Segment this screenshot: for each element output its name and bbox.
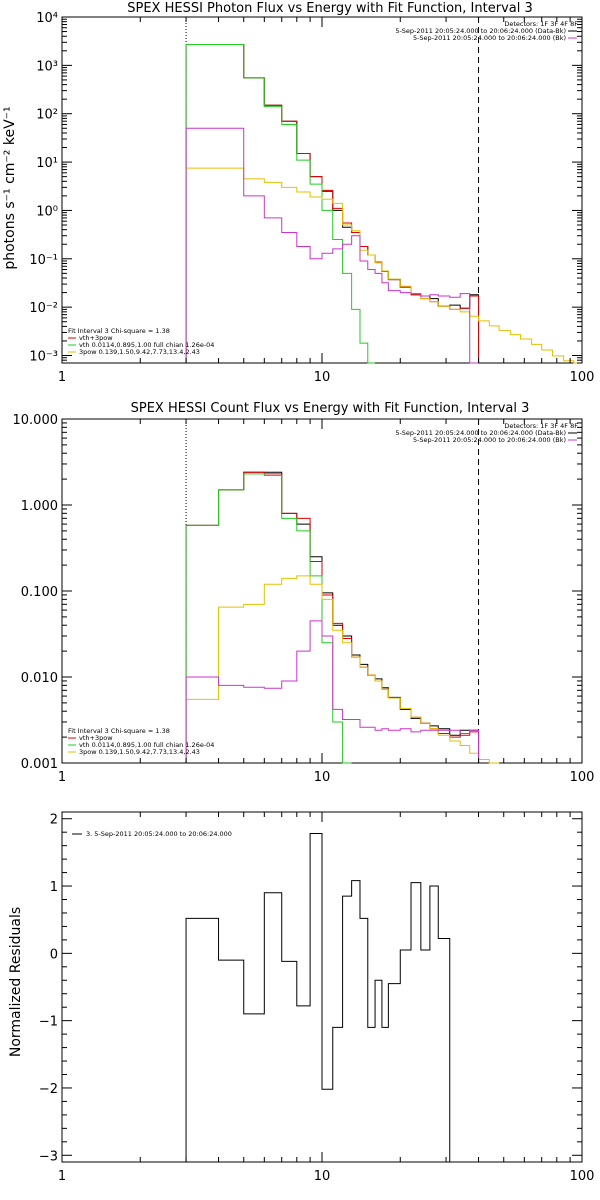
- count-ytick-label: 0.100: [21, 585, 58, 600]
- count-ytick-label: 1.000: [21, 499, 58, 514]
- residuals-legend-group: 3. 5-Sep-2011 20:05:24.000 to 20:06:24.0…: [72, 830, 232, 838]
- photon-ylabel: photons s⁻¹ cm⁻² keV⁻¹: [2, 106, 18, 269]
- count-legend-bottomleft-item: 3pow 0.139,1.50,9.42,7.73,13.4,2.43: [79, 748, 200, 756]
- residuals-series-group: [185, 833, 451, 1162]
- photon-legend-bottomleft-item: Fit Interval 3 Chi-square = 1.38: [68, 327, 170, 335]
- photon-series-vth: [185, 44, 376, 364]
- photon-legend-bottomleft-item: vth 0.0114,0.895,1.00 full chian 1.26e-0…: [79, 341, 214, 349]
- residuals-series-residuals: [185, 833, 451, 1162]
- count-xtick-label: 10: [314, 770, 331, 785]
- residuals-ytick-label: −2: [39, 1082, 58, 1097]
- residuals-ylabel: Normalized Residuals: [8, 907, 24, 1057]
- photon-axes-group: 1 10 100 10⁻³ 10⁻² 10⁻¹ 10⁰ 10¹ 10² 10³ 10⁴: [29, 11, 594, 385]
- photon-legend-bottomleft-item: 3pow 0.139,1.50,9.42,7.73,13.4,2.43: [79, 348, 200, 356]
- photon-series-group: [185, 17, 582, 364]
- count-title: SPEX HESSI Count Flux vs Energy with Fit…: [131, 401, 530, 416]
- photon-series-bk: [185, 127, 479, 364]
- count-axes-group: 1 10 100 0.001 0.010 0.100 1.000 10.000: [13, 413, 595, 785]
- photon-legend-topright-item: 5-Sep-2011 20:05:24.000 to 20:06:24.000 …: [413, 34, 566, 42]
- count-legend-topright-item: 5-Sep-2011 20:05:24.000 to 20:06:24.000 …: [395, 429, 566, 437]
- count-ytick-label: 0.010: [21, 671, 58, 686]
- residuals-ytick-label: 1: [50, 880, 58, 895]
- count-legend-bottomleft-item: vth+3pow: [79, 734, 113, 742]
- residuals-xtick-label: 100: [570, 1169, 595, 1184]
- residuals-legend-topleft-item: 3. 5-Sep-2011 20:05:24.000 to 20:06:24.0…: [86, 830, 232, 838]
- count-ytick-label: 10.000: [13, 413, 59, 428]
- photon-legend-topright-item: 5-Sep-2011 20:05:24.000 to 20:06:24.000 …: [395, 27, 566, 35]
- photon-ytick-label: 10⁻¹: [29, 253, 58, 268]
- photon-title: SPEX HESSI Photon Flux vs Energy with Fi…: [127, 1, 533, 16]
- photon-ytick-label: 10¹: [36, 156, 58, 171]
- count-legend-topright-item: 5-Sep-2011 20:05:24.000 to 20:06:24.000 …: [413, 436, 566, 444]
- count-xtick-label: 100: [570, 770, 595, 785]
- photon-ytick-label: 10³: [36, 59, 58, 74]
- count-legend-bottomleft-item: vth 0.0114,0.895,1.00 full chian 1.26e-0…: [79, 741, 214, 749]
- photon-xtick-label: 100: [570, 370, 595, 385]
- count-ytick-label: 0.001: [21, 757, 58, 772]
- residuals-ytick-label: 2: [50, 813, 58, 828]
- photon-legend-group: Detectors: 1F 3F 4F 8F5-Sep-2011 20:05:2…: [68, 20, 578, 356]
- photon-flux-panel: SPEX HESSI Photon Flux vs Energy with Fi…: [2, 1, 594, 385]
- residuals-axes-group: 1 10 100 −3 −2 −1 0 1 2: [39, 812, 595, 1184]
- count-series-3pow: [185, 575, 500, 764]
- count-legend-topright-item: Detectors: 1F 3F 4F 8F: [504, 422, 578, 430]
- photon-legend-bottomleft-item: vth+3pow: [79, 334, 113, 342]
- count-series-vth: [185, 473, 352, 764]
- residuals-xtick-label: 1: [58, 1169, 66, 1184]
- photon-ytick-label: 10⁻³: [29, 350, 58, 365]
- residuals-ytick-label: −1: [39, 1015, 58, 1030]
- photon-xtick-label: 1: [58, 370, 66, 385]
- residuals-panel: Normalized Residuals 1 10 100 −3 −2 −1 0 1 2 3. …: [8, 811, 595, 1184]
- count-xtick-label: 1: [58, 770, 66, 785]
- photon-ytick-label: 10⁴: [36, 11, 58, 26]
- photon-xtick-label: 10: [314, 370, 331, 385]
- count-legend-group: Detectors: 1F 3F 4F 8F5-Sep-2011 20:05:2…: [68, 422, 578, 756]
- count-legend-bottomleft-item: Fit Interval 3 Chi-square = 1.38: [68, 727, 170, 735]
- photon-ytick-label: 10⁻²: [29, 301, 58, 316]
- photon-ytick-label: 10⁰: [36, 204, 58, 219]
- residuals-ytick-label: 0: [50, 947, 58, 962]
- count-series-group: [185, 419, 500, 764]
- photon-legend-topright-item: Detectors: 1F 3F 4F 8F: [504, 20, 578, 28]
- count-flux-panel: SPEX HESSI Count Flux vs Energy with Fit…: [13, 401, 595, 785]
- residuals-xtick-label: 10: [314, 1169, 331, 1184]
- residuals-ytick-label: −3: [39, 1149, 58, 1164]
- photon-series-3pow: [185, 167, 582, 364]
- count-series-bk: [185, 620, 480, 763]
- photon-ytick-label: 10²: [36, 108, 58, 123]
